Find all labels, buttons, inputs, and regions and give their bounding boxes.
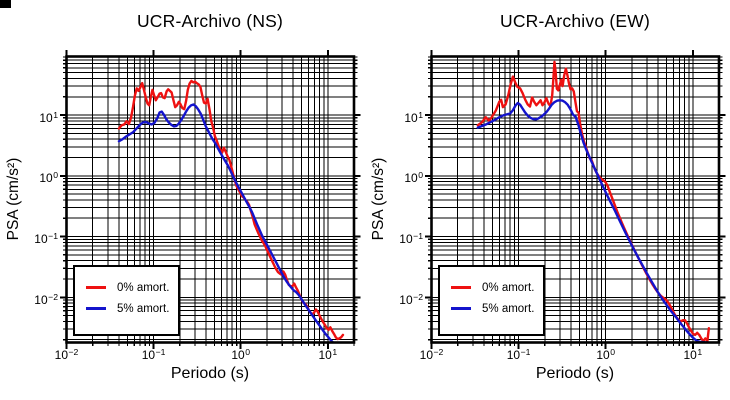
chart-ew: UCR-Archivo (EW) Periodo (s) PSA (cm/s²)… bbox=[365, 0, 730, 400]
y-tick-label: 100 bbox=[404, 170, 423, 186]
legend-box: 0% amort. 5% amort. bbox=[438, 265, 545, 336]
x-axis-label: Periodo (s) bbox=[535, 365, 615, 382]
legend-box: 0% amort. 5% amort. bbox=[73, 265, 180, 336]
legend-item: 0% amort. bbox=[440, 277, 543, 298]
y-tick-label: 100 bbox=[39, 170, 58, 186]
x-tick-label: 101 bbox=[683, 347, 703, 362]
legend-label: 0% amort. bbox=[117, 281, 170, 294]
series-line-5pct bbox=[476, 99, 709, 343]
legend-swatch-5pct bbox=[451, 307, 471, 310]
x-tick-label: 10−1 bbox=[506, 347, 531, 362]
x-tick-label: 10−2 bbox=[419, 347, 444, 362]
legend-item: 0% amort. bbox=[75, 277, 178, 298]
x-tick-label: 10−2 bbox=[54, 347, 79, 362]
legend-swatch-0pct bbox=[86, 286, 106, 289]
plot-border bbox=[430, 55, 721, 344]
y-tick-label: 10−1 bbox=[399, 231, 423, 246]
x-tick-label: 100 bbox=[596, 347, 616, 362]
plot-border bbox=[65, 55, 356, 344]
x-tick-label: 101 bbox=[318, 347, 338, 362]
legend-item: 5% amort. bbox=[440, 298, 543, 319]
legend-label: 5% amort. bbox=[482, 302, 535, 315]
corner-mark bbox=[0, 0, 11, 8]
chart-title: UCR-Archivo (NS) bbox=[136, 11, 284, 31]
y-tick-label: 101 bbox=[39, 109, 58, 125]
y-tick-label: 101 bbox=[404, 109, 423, 125]
y-tick-label: 10−2 bbox=[34, 291, 58, 307]
series-line-5pct bbox=[117, 103, 334, 343]
legend-swatch-5pct bbox=[86, 307, 106, 310]
legend-label: 5% amort. bbox=[117, 302, 170, 315]
legend-item: 5% amort. bbox=[75, 298, 178, 319]
grid-lines bbox=[431, 56, 720, 343]
chart-title: UCR-Archivo (EW) bbox=[499, 11, 650, 31]
plot-svg-ns bbox=[60, 50, 361, 349]
chart-ns: UCR-Archivo (NS) Periodo (s) PSA (cm/s²)… bbox=[5, 11, 361, 382]
plot-svg-ew bbox=[425, 50, 726, 349]
legend-label: 0% amort. bbox=[482, 281, 535, 294]
legend-swatch-0pct bbox=[451, 286, 471, 289]
y-tick-label: 10−1 bbox=[34, 231, 58, 246]
y-tick-label: 10−2 bbox=[399, 291, 423, 307]
x-tick-label: 10−1 bbox=[141, 347, 166, 362]
x-tick-label: 100 bbox=[231, 347, 251, 362]
x-axis-label: Periodo (s) bbox=[170, 365, 250, 382]
